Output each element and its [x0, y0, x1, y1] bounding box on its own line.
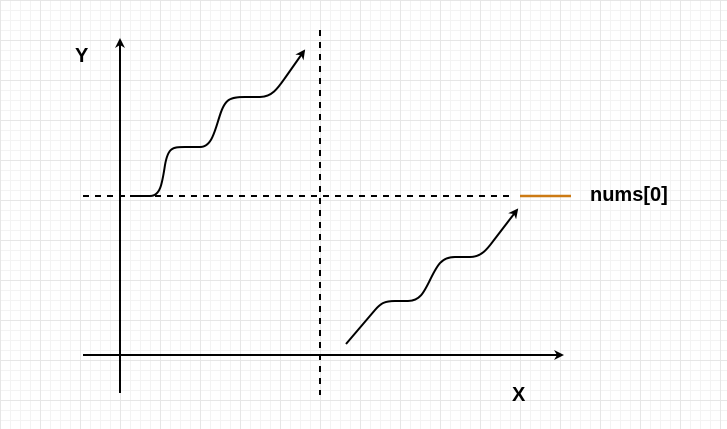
- left-ascending-curve: [130, 49, 306, 197]
- x-axis-label: X: [512, 384, 526, 406]
- y-axis-label: Y: [75, 45, 89, 67]
- nums0-label: nums[0]: [590, 184, 668, 206]
- right-ascending-curve: [345, 208, 519, 345]
